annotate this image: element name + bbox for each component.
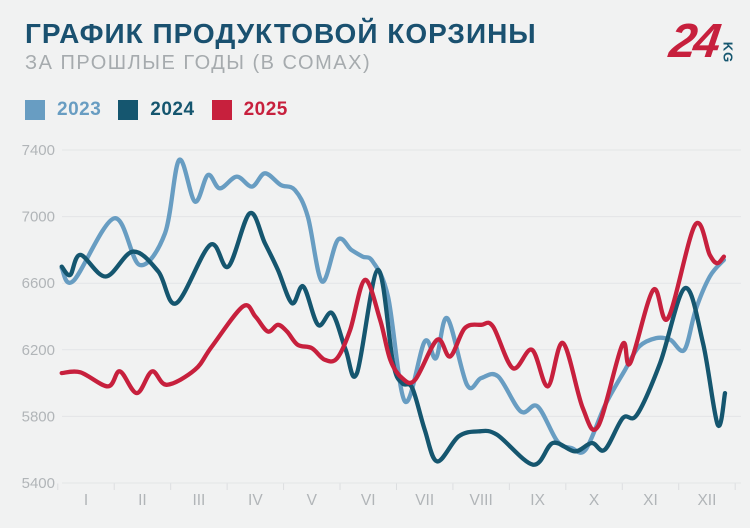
x-tick-label: X — [589, 492, 600, 509]
legend-swatch — [211, 100, 232, 120]
y-tick-label: 6600 — [22, 275, 55, 292]
y-tick-label: 6200 — [22, 342, 55, 359]
x-tick-label: IV — [248, 492, 263, 509]
x-tick-label: XII — [697, 492, 716, 509]
legend-item-2025: 2025 — [211, 99, 288, 121]
page-subtitle: ЗА ПРОШЛЫЕ ГОДЫ (В СОМАХ) — [25, 52, 372, 74]
legend-label: 2024 — [150, 99, 195, 120]
x-tick-label: IX — [530, 492, 545, 509]
y-tick-label: 7000 — [22, 209, 55, 226]
legend-item-2024: 2024 — [118, 99, 194, 121]
x-tick-label: I — [84, 492, 88, 509]
x-tick-label: XI — [643, 492, 658, 509]
x-tick-label: VI — [361, 492, 376, 509]
series-line-2023 — [59, 157, 727, 455]
legend-item-2023: 2023 — [25, 99, 101, 121]
y-tick-label: 7400 — [22, 142, 55, 159]
legend-label: 2023 — [57, 99, 102, 120]
x-tick-label: VIII — [470, 492, 493, 509]
page-title: ГРАФИК ПРОДУКТОВОЙ КОРЗИНЫ — [25, 18, 537, 49]
y-tick-label: 5800 — [22, 408, 55, 425]
chart-legend: 2023 2024 2025 — [25, 99, 288, 121]
x-tick-label: VII — [415, 492, 434, 509]
x-tick-label: II — [138, 492, 147, 509]
series-line-2025 — [59, 220, 727, 433]
x-tick-label: III — [192, 492, 205, 509]
x-tick-label: V — [307, 492, 318, 509]
legend-label: 2025 — [243, 99, 288, 120]
y-tick-label: 5400 — [22, 475, 55, 492]
legend-swatch — [25, 100, 45, 120]
legend-swatch — [118, 100, 139, 120]
